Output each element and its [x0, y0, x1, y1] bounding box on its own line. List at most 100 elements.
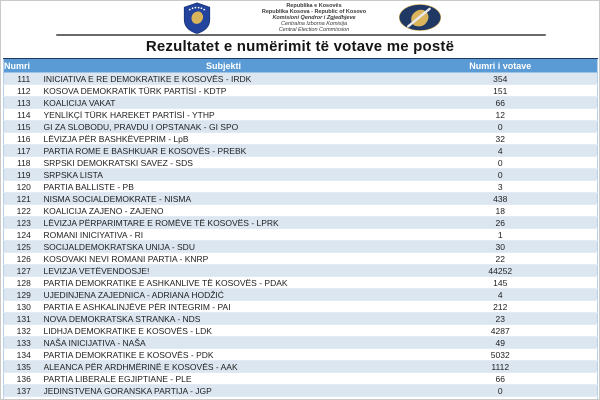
row-number: 138: [3, 396, 44, 399]
vote-count: 5032: [403, 348, 598, 361]
party-name: UJEDINJENA ZAJEDNICA - ADRIANA HODŽIĆ: [43, 288, 404, 301]
org-line: Centralna Izborna Komisija: [280, 21, 348, 27]
vote-count: 0: [403, 384, 598, 397]
party-name: INICIATIVA E RE DEMOKRATIKE E KOSOVËS - …: [43, 72, 404, 85]
table-row: 131 NOVA DEMOKRATSKA STRANKA - NDS 23: [3, 312, 598, 325]
vote-count: 26: [403, 216, 598, 229]
row-number: 116: [3, 132, 44, 145]
party-name: PARTIA ROME E BASHKUAR E KOSOVËS - PREBK: [43, 144, 404, 157]
party-name: KOALICIJA ZAJENO - ZAJENO: [43, 204, 404, 217]
vote-count: 66: [403, 372, 598, 385]
table-row: 121 NISMA SOCIALDEMOKRATE - NISMA 438: [3, 192, 598, 205]
party-name: SRPSKI DEMOKRATSKI SAVEZ - SDS: [43, 156, 404, 169]
vote-count: 30: [403, 240, 598, 253]
party-name: JEDINSTVENA GORANSKA PARTIJA - JGP: [43, 384, 404, 397]
vote-count: 12: [403, 108, 598, 121]
table-row: 117 PARTIA ROME E BASHKUAR E KOSOVËS - P…: [3, 144, 598, 157]
row-number: 131: [3, 312, 44, 325]
vote-count: 1112: [403, 360, 598, 373]
column-header-subjekti: Subjekti: [43, 58, 404, 73]
vote-count: 49: [403, 336, 598, 349]
table-row: 123 LËVIZJA PËRPARIMTARE E ROMËVE TË KOS…: [3, 216, 598, 229]
cec-emblem-icon: [398, 4, 442, 31]
table-header-row: Numri Subjekti Numri i votave: [3, 58, 598, 73]
row-number: 126: [3, 252, 44, 265]
vote-count: 0: [403, 156, 598, 169]
vote-count: 0: [403, 168, 598, 181]
table-row: 111 INICIATIVA E RE DEMOKRATIKE E KOSOVË…: [3, 72, 598, 85]
row-number: 130: [3, 300, 44, 313]
table-row: 135 ALEANCA PËR ARDHMËRINË E KOSOVËS - A…: [3, 360, 598, 373]
table-row: 136 PARTIA LIBERALE EGJIPTIANE - PLE 66: [3, 372, 598, 385]
letterhead: Republika e Kosovës Republika Kosova - R…: [1, 1, 599, 35]
table-row: 116 LËVIZJA PËR BASHKËVEPRIM - LpB 32: [3, 132, 598, 145]
vote-count: 3: [403, 180, 598, 193]
party-name: KOSOVA DEMOKRATİK TÜRK PARTİSİ - KDTP: [43, 84, 404, 97]
table-row: 126 KOSOVAKI NEVI ROMANI PARTIA - KNRP 2…: [3, 252, 598, 265]
table-row: 118 SRPSKI DEMOKRATSKI SAVEZ - SDS 0: [3, 156, 598, 169]
column-header-numri: Numri: [3, 58, 44, 73]
vote-count: 145: [403, 276, 598, 289]
row-number: 132: [3, 324, 44, 337]
vote-count: 66: [403, 96, 598, 109]
table-row: 127 LEVIZJA VETËVENDOSJE! 44252: [3, 264, 598, 277]
party-name: KOALICIJA VAKAT: [43, 96, 404, 109]
letterhead-divider: [56, 34, 546, 36]
org-line: Central Election Commission: [278, 27, 350, 33]
vote-count: 4: [403, 144, 598, 157]
row-number: 123: [3, 216, 44, 229]
party-name: SOCIJALDEMOKRATSKA UNIJA - SDU: [43, 240, 404, 253]
vote-count: 151: [403, 84, 598, 97]
table-row: 115 GI ZA SLOBODU, PRAVDU I OPSTANAK - G…: [3, 120, 598, 133]
row-number: 127: [3, 264, 44, 277]
row-number: 134: [3, 348, 44, 361]
party-name: PARTIA E ASHKALINJËVE PËR INTEGRIM - PAI: [43, 300, 404, 313]
table-row: 137 JEDINSTVENA GORANSKA PARTIJA - JGP 0: [3, 384, 598, 397]
row-number: 112: [3, 84, 44, 97]
table-row: 133 NAŠA INICIJATIVA - NAŠA 49: [3, 336, 598, 349]
party-name: PARTIA LIBERALE EGJIPTIANE - PLE: [43, 372, 404, 385]
row-number: 133: [3, 336, 44, 349]
vote-count: 18: [403, 204, 598, 217]
vote-count: 438: [403, 192, 598, 205]
vote-count: 44252: [403, 264, 598, 277]
row-number: 129: [3, 288, 44, 301]
table-row: 132 LIDHJA DEMOKRATIKE E KOSOVËS - LDK 4…: [3, 324, 598, 337]
org-line: Komisioni Qendror i Zgjedhjeve: [272, 15, 356, 21]
row-number: 119: [3, 168, 44, 181]
column-header-votes: Numri i votave: [403, 58, 598, 73]
table-row: 113 KOALICIJA VAKAT 66: [3, 96, 598, 109]
party-name: LIDHJA DEMOKRATIKE E KOSOVËS - LDK: [43, 324, 404, 337]
kosovo-coat-of-arms-icon: [183, 2, 211, 34]
table-row: 112 KOSOVA DEMOKRATİK TÜRK PARTİSİ - KDT…: [3, 84, 598, 97]
party-name: NISMA SOCIALDEMOKRATE - NISMA: [43, 192, 404, 205]
party-name: LËVIZJA PËRPARIMTARE E ROMËVE TË KOSOVËS…: [43, 216, 404, 229]
row-number: 120: [3, 180, 44, 193]
vote-count: 4: [403, 288, 598, 301]
row-number: 114: [3, 108, 44, 121]
party-name: PARTIA DEMOKRATIKE E ASHKANLIVE TË KOSOV…: [43, 276, 404, 289]
table-row: 124 ROMANI INICIYATIVA - RI 1: [3, 228, 598, 241]
table-row: 120 PARTIA BALLISTE - PB 3: [3, 180, 598, 193]
party-name: ROMANI INICIYATIVA - RI: [43, 228, 404, 241]
row-number: 125: [3, 240, 44, 253]
org-line: Republika e Kosovës: [286, 3, 342, 9]
party-name: FJALA: [43, 396, 404, 399]
row-number: 137: [3, 384, 44, 397]
vote-count: 22: [403, 252, 598, 265]
row-number: 135: [3, 360, 44, 373]
vote-count: 0: [403, 120, 598, 133]
party-name: PARTIA BALLISTE - PB: [43, 180, 404, 193]
results-table: Numri Subjekti Numri i votave 111 INICIA…: [3, 58, 598, 399]
table-row: 114 YENLİKÇİ TÜRK HAREKET PARTİSİ - YTHP…: [3, 108, 598, 121]
page-title: Rezultatet e numërimit të votave me post…: [145, 38, 455, 55]
vote-count: 29: [403, 396, 598, 399]
party-name: YENLİKÇİ TÜRK HAREKET PARTİSİ - YTHP: [43, 108, 404, 121]
party-name: ALEANCA PËR ARDHMËRINË E KOSOVËS - AAK: [43, 360, 404, 373]
table-row: 134 PARTIA DEMOKRATIKE E KOSOVËS - PDK 5…: [3, 348, 598, 361]
table-row: 130 PARTIA E ASHKALINJËVE PËR INTEGRIM -…: [3, 300, 598, 313]
party-name: NAŠA INICIJATIVA - NAŠA: [43, 336, 404, 349]
vote-count: 1: [403, 228, 598, 241]
table-row: 129 UJEDINJENA ZAJEDNICA - ADRIANA HODŽI…: [3, 288, 598, 301]
